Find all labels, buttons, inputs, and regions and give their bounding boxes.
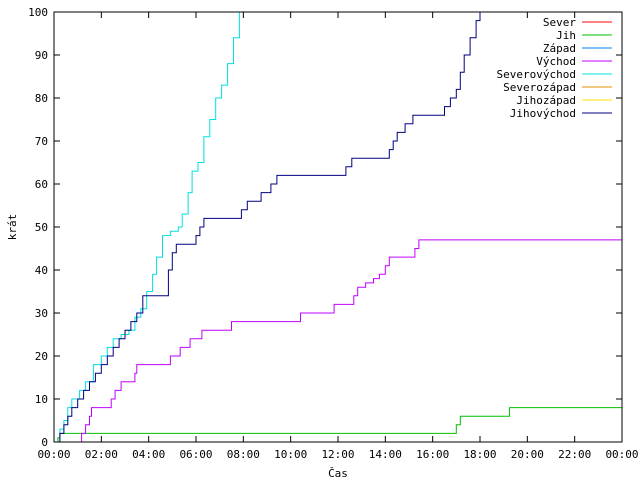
y-axis-label: krát [6, 214, 19, 241]
x-tick-label: 20:00 [511, 448, 544, 461]
y-tick-label: 70 [35, 135, 48, 148]
legend-label-jihozapad: Jihozápad [516, 94, 576, 107]
y-tick-label: 80 [35, 92, 48, 105]
y-tick-label: 50 [35, 221, 48, 234]
y-tick-label: 40 [35, 264, 48, 277]
legend: SeverJihZápadVýchodSeverovýchodSeverozáp… [497, 16, 612, 120]
legend-label-severovychod: Severovýchod [497, 68, 576, 81]
legend-label-vychod: Východ [536, 55, 576, 68]
x-tick-label: 04:00 [132, 448, 165, 461]
y-tick-label: 90 [35, 49, 48, 62]
x-tick-label: 06:00 [179, 448, 212, 461]
x-tick-label: 12:00 [321, 448, 354, 461]
x-tick-label: 22:00 [558, 448, 591, 461]
y-tick-label: 100 [28, 6, 48, 19]
series-line-jihovychod [57, 12, 481, 443]
series-line-severovychod [56, 12, 240, 443]
x-tick-label: 00:00 [37, 448, 70, 461]
series-line-jih [56, 407, 622, 443]
legend-label-sever: Sever [543, 16, 576, 29]
x-tick-label: 10:00 [274, 448, 307, 461]
y-tick-label: 20 [35, 350, 48, 363]
x-tick-label: 00:00 [605, 448, 638, 461]
legend-label-severozapad: Severozápad [503, 81, 576, 94]
axis-ticks: 0 10 20 30 40 50 60 70 80 90 100 00:00 02:00 04:00 06:… [28, 6, 638, 461]
x-tick-label: 18:00 [463, 448, 496, 461]
y-tick-label: 0 [41, 436, 48, 449]
x-tick-label: 16:00 [416, 448, 449, 461]
x-tick-label: 02:00 [85, 448, 118, 461]
series-lines [56, 12, 622, 443]
y-tick-label: 60 [35, 178, 48, 191]
y-tick-label: 10 [35, 393, 48, 406]
legend-label-jih: Jih [556, 29, 576, 42]
series-line-vychod [79, 239, 622, 443]
x-axis-label: Čas [328, 467, 348, 480]
x-tick-label: 14:00 [369, 448, 402, 461]
legend-label-jihovychod: Jihovýchod [510, 107, 576, 120]
legend-label-zapad: Západ [543, 42, 576, 55]
x-tick-label: 08:00 [227, 448, 260, 461]
plot-frame [53, 11, 623, 443]
y-tick-label: 30 [35, 307, 48, 320]
